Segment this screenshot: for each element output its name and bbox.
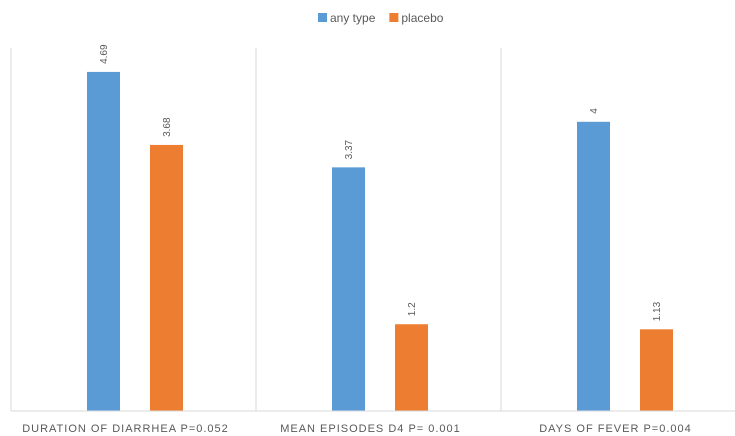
bar-placebo-2	[395, 324, 428, 411]
category-label-3: DAYS OF FEVER P=0.004	[539, 423, 692, 435]
bar-placebo-3	[640, 329, 673, 411]
data-label-placebo-1: 3.68	[162, 117, 173, 137]
legend-swatch-placebo	[389, 13, 399, 22]
category-label-1: DURATION OF DIARRHEA P=0.052	[22, 423, 229, 435]
data-labels: 4.69 3.68 3.37 1.2 4 1.13	[99, 44, 663, 321]
data-label-placebo-2: 1.2	[407, 302, 418, 316]
category-separators	[10, 48, 502, 411]
bars	[87, 71, 673, 412]
legend: any type placebo	[318, 11, 444, 25]
data-label-placebo-3: 1.13	[652, 301, 663, 321]
data-label-any-type-2: 3.37	[344, 139, 355, 159]
bar-any-type-2	[332, 167, 365, 411]
category-labels: DURATION OF DIARRHEA P=0.052 MEAN EPISODE…	[22, 423, 692, 435]
bar-placebo-1	[150, 144, 183, 411]
bar-any-type-3	[577, 121, 610, 412]
legend-label-placebo: placebo	[401, 11, 443, 25]
legend-swatch-any-type	[318, 13, 327, 22]
legend-label-any-type: any type	[330, 11, 376, 25]
bar-any-type-1	[87, 71, 120, 412]
category-label-2: MEAN EPISODES D4 P= 0.001	[280, 423, 461, 435]
data-label-any-type-1: 4.69	[99, 44, 110, 64]
data-label-any-type-3: 4	[589, 108, 600, 114]
